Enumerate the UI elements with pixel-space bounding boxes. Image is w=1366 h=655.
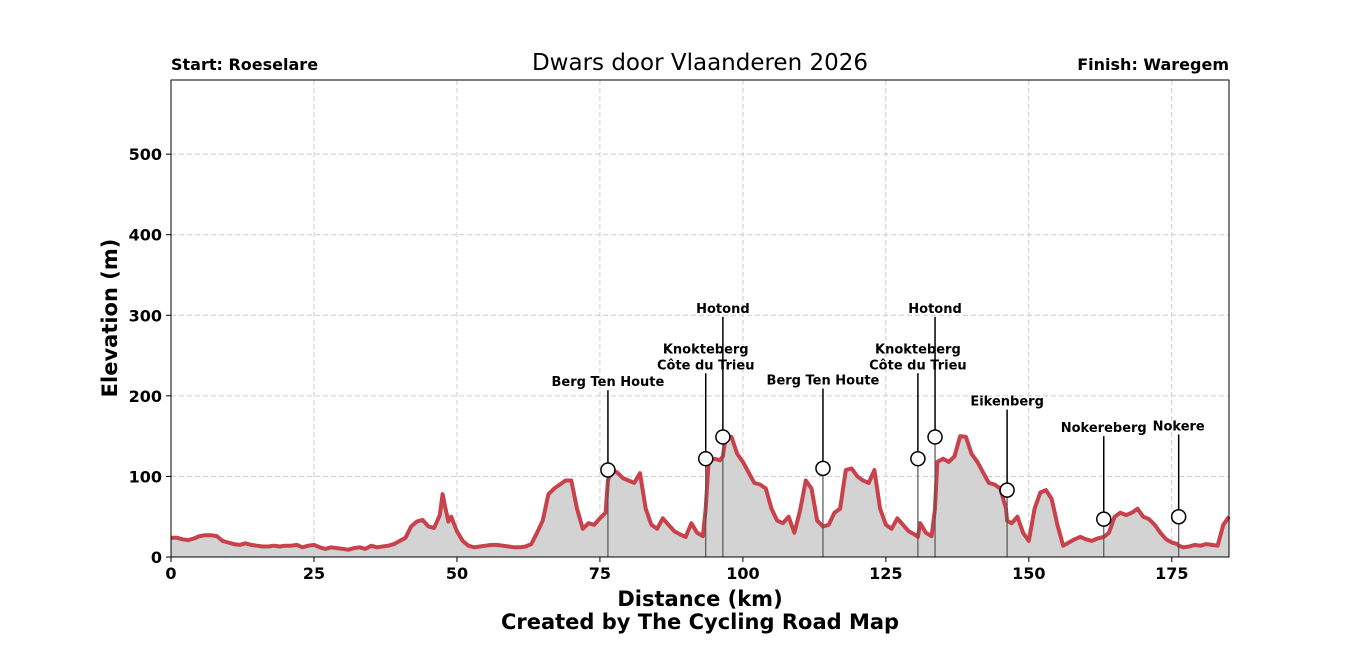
climb-marker-icon xyxy=(910,450,926,467)
y-axis-ticks: 0 100 200 300 400 500 xyxy=(129,145,171,567)
x-tick-label: 25 xyxy=(303,564,325,583)
y-tick-label: 300 xyxy=(129,306,162,325)
climb-label: Hotond xyxy=(908,302,962,317)
elevation-line xyxy=(171,434,1231,552)
x-axis-ticks: 0 25 50 75 100 125 150 175 xyxy=(165,557,1189,583)
y-tick-label: 100 xyxy=(129,467,162,486)
x-tick-label: 100 xyxy=(726,564,759,583)
y-axis-label: Elevation (m) xyxy=(98,239,122,398)
grid-lines xyxy=(171,80,1229,557)
climb-label: Knokteberg xyxy=(663,342,749,357)
climb-label: Côte du Trieu xyxy=(869,358,967,373)
start-label: Start: Roeselare xyxy=(171,55,318,74)
climb-marker-icon xyxy=(1096,511,1112,527)
climb-marker-icon xyxy=(999,482,1015,498)
plot-frame xyxy=(170,79,1230,558)
climb-marker-icon xyxy=(815,460,831,477)
y-tick-label: 400 xyxy=(129,226,162,245)
x-tick-label: 0 xyxy=(165,564,176,583)
climb-label: Côte du Trieu xyxy=(657,358,755,373)
y-tick-label: 0 xyxy=(151,548,162,567)
climb-marker-icon xyxy=(697,450,714,467)
y-tick-label: 200 xyxy=(129,387,162,406)
credit-text: Created by The Cycling Road Map xyxy=(501,610,899,634)
x-tick-label: 125 xyxy=(869,564,902,583)
climb-marker-icon xyxy=(1170,508,1187,525)
x-tick-label: 175 xyxy=(1155,564,1188,583)
y-tick-label: 500 xyxy=(129,145,162,164)
climb-marker-icon xyxy=(927,429,943,445)
climb-label: Berg Ten Houte xyxy=(767,374,880,389)
chart-title: Dwars door Vlaanderen 2026 xyxy=(532,50,868,76)
climb-label: Hotond xyxy=(696,302,750,317)
x-axis-label: Distance (km) xyxy=(617,587,782,611)
climb-marker-icon xyxy=(600,462,616,478)
climb-label: Nokere xyxy=(1153,419,1205,434)
climb-label: Eikenberg xyxy=(970,395,1044,410)
x-tick-label: 75 xyxy=(589,564,611,583)
climb-label: Nokereberg xyxy=(1061,421,1147,436)
climb-marker-icon xyxy=(715,429,731,445)
x-tick-label: 150 xyxy=(1012,564,1045,583)
finish-label: Finish: Waregem xyxy=(1077,55,1229,74)
climb-label: Knokteberg xyxy=(875,342,961,357)
x-tick-label: 50 xyxy=(446,564,468,583)
climb-label: Berg Ten Houte xyxy=(552,375,665,390)
